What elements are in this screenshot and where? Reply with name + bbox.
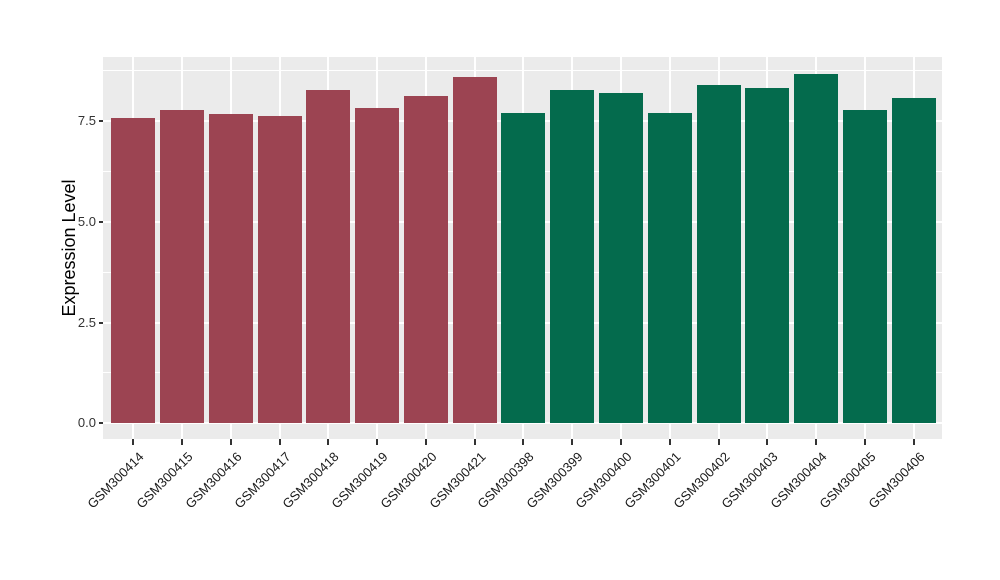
x-tick-mark: [278, 439, 281, 445]
bar-GSM300398: [501, 113, 546, 424]
x-tick-mark: [571, 439, 574, 445]
bar-GSM300415: [160, 109, 205, 424]
x-tick-mark: [912, 439, 915, 445]
bar-GSM300414: [111, 117, 156, 424]
plot-panel: [103, 57, 942, 439]
x-tick-mark: [327, 439, 330, 445]
y-tick-label-2.5: 2.5: [77, 314, 96, 330]
x-tick-mark: [424, 439, 427, 445]
bar-GSM300403: [745, 87, 790, 424]
bar-GSM300405: [842, 109, 887, 424]
y-tick-mark: [99, 120, 103, 123]
bar-GSM300401: [647, 112, 692, 424]
x-tick-mark: [766, 439, 769, 445]
x-tick-mark: [181, 439, 184, 445]
bar-GSM300399: [550, 89, 595, 424]
x-tick-mark: [620, 439, 623, 445]
bar-GSM300417: [257, 116, 302, 424]
y-tick-label-5.0: 5.0: [77, 213, 96, 229]
bar-GSM300420: [403, 95, 448, 424]
x-tick-mark: [815, 439, 818, 445]
x-tick-mark: [132, 439, 135, 445]
bar-GSM300400: [599, 93, 644, 424]
bar-GSM300418: [306, 89, 351, 424]
x-tick-mark: [717, 439, 720, 445]
y-axis-title: Expression Level: [59, 179, 79, 317]
y-tick-label-7.5: 7.5: [77, 113, 96, 129]
x-tick-mark: [376, 439, 379, 445]
bar-GSM300421: [452, 76, 497, 424]
x-tick-mark: [473, 439, 476, 445]
bar-GSM300406: [891, 98, 936, 424]
y-tick-mark: [99, 220, 103, 223]
bar-GSM300402: [696, 84, 741, 424]
x-tick-mark: [668, 439, 671, 445]
y-tick-label-0.0: 0.0: [77, 415, 96, 431]
bar-GSM300404: [794, 73, 839, 424]
bar-GSM300419: [355, 107, 400, 424]
x-tick-mark: [863, 439, 866, 445]
x-tick-mark: [522, 439, 525, 445]
x-tick-mark: [229, 439, 232, 445]
bar-GSM300416: [208, 114, 253, 424]
y-tick-mark: [99, 321, 103, 324]
y-tick-mark: [99, 422, 103, 425]
